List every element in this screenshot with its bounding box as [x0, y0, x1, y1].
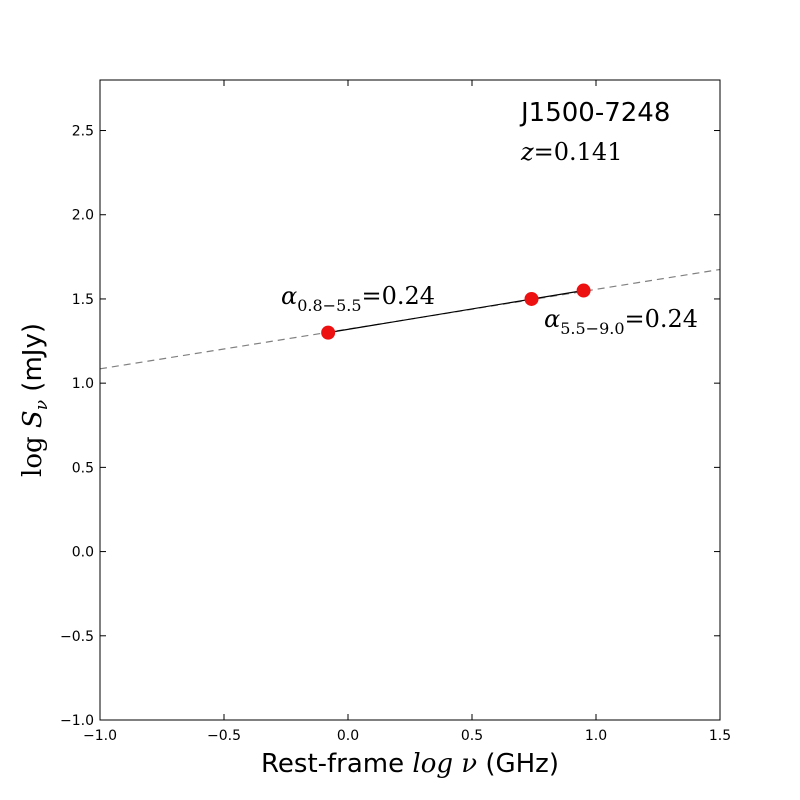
- y-axis-label-var: S: [18, 410, 48, 428]
- data-point-2: [576, 283, 591, 298]
- alpha-high-sub: 5.5−9.0: [560, 319, 624, 338]
- y-tick-label-2: 0.0: [72, 545, 94, 561]
- y-axis-label-suffix: (mJy): [18, 323, 48, 400]
- y-tick-label-4: 1.0: [72, 376, 94, 392]
- redshift-var: z: [520, 138, 534, 166]
- y-tick-label-3: 0.5: [72, 460, 94, 476]
- y-tick-label-7: 2.5: [72, 124, 94, 140]
- y-tick-label-1: −0.5: [60, 629, 94, 645]
- x-tick-label-1: −0.5: [207, 728, 241, 744]
- data-point-1: [524, 291, 539, 306]
- alpha-low-sub: 0.8−5.5: [297, 296, 361, 315]
- x-tick-label-4: 1.0: [585, 728, 607, 744]
- y-axis-ticks: −1.0 −0.5 0.0 0.5 1.0 1.5 2.0 2.5: [60, 124, 720, 729]
- x-tick-label-2: 0.0: [337, 728, 359, 744]
- x-axis-label-prefix: Rest-frame: [261, 749, 412, 779]
- x-axis-label-suffix: (GHz): [477, 749, 559, 779]
- redshift-label: z=0.141: [520, 138, 622, 166]
- alpha-low-symbol: α: [281, 282, 297, 310]
- x-axis-label: Rest-frame log ν (GHz): [261, 749, 559, 779]
- y-axis-label: log Sν (mJy): [18, 323, 52, 477]
- alpha-high-symbol: α: [544, 305, 560, 333]
- x-tick-label-5: 1.5: [709, 728, 731, 744]
- alpha-high-annotation: α5.5−9.0=0.24: [544, 305, 698, 338]
- alpha-high-value: =0.24: [625, 305, 699, 333]
- y-tick-label-6: 2.0: [72, 208, 94, 224]
- y-axis-label-sub: ν: [32, 400, 52, 410]
- x-tick-label-3: 0.5: [461, 728, 483, 744]
- y-tick-label-5: 1.5: [72, 292, 94, 308]
- x-axis-label-math: log ν: [412, 749, 477, 779]
- alpha-low-value: =0.24: [362, 282, 436, 310]
- x-tick-label-0: −1.0: [83, 728, 117, 744]
- y-tick-label-0: −1.0: [60, 713, 94, 729]
- fit-segment-line: [328, 289, 584, 334]
- source-name: J1500-7248: [519, 98, 670, 128]
- redshift-value: 0.141: [554, 138, 623, 166]
- alpha-low-annotation: α0.8−5.5=0.24: [281, 282, 435, 315]
- plot-frame: [99, 79, 721, 721]
- y-axis-label-log: log: [18, 428, 48, 477]
- data-points: [321, 283, 591, 340]
- data-point-0: [321, 325, 336, 340]
- redshift-eq: =: [534, 138, 554, 166]
- x-axis-ticks: −1.0 −0.5 0.0 0.5 1.0 1.5: [83, 80, 731, 744]
